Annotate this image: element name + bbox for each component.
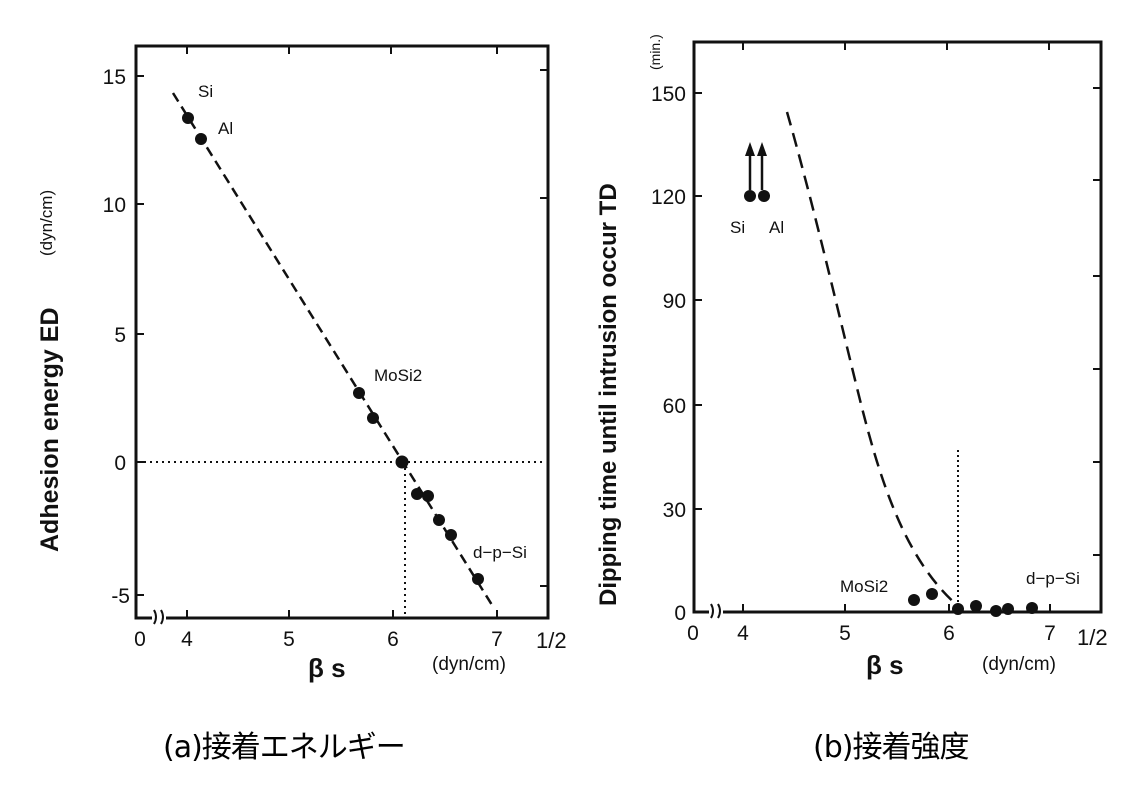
plot-frame-a [134,44,550,620]
x-tick-6-b: 6 [943,622,955,645]
data-points-b [908,588,1038,617]
y-tick-10: 10 [103,194,126,217]
label-al-b: Al [769,218,784,237]
point-si [182,112,194,124]
label-dpsi-b: d−p−Si [1026,569,1080,588]
x-tick-5: 5 [283,628,295,651]
axis-break-b [710,603,721,619]
label-dpsi-a: d−p−Si [473,543,527,562]
x-tick-0: 0 [134,628,146,651]
point-7 [422,490,434,502]
point-mosi2-2 [367,412,379,424]
annotations-b: Si Al MoSi2 d−p−Si [730,218,1080,596]
data-points-a [182,112,484,585]
point-mosi2-1-b [908,594,920,606]
chart-a: 0 4 5 6 7 1/2 15 10 5 0 -5 β s (dyn/cm) … [36,44,567,683]
annotations-a: Si Al MoSi2 d−p−Si [198,82,527,562]
y-tick-0-b: 0 [674,602,686,625]
x-ticks-a [186,46,498,618]
fit-line-a [171,92,494,606]
axis-break-a [153,609,164,625]
y-tick-150: 150 [651,83,686,106]
caption-b: (b)接着強度 [813,730,969,765]
arrowhead-icon [757,142,767,156]
point-6 [411,488,423,500]
point-6-b [1002,603,1014,615]
x-tick-4-b: 4 [737,622,749,645]
label-mosi2-b: MoSi2 [840,577,888,596]
x-unit-exponent-b: 1/2 [1077,625,1108,650]
y-tick-0: 0 [114,452,126,475]
point-4-b [970,600,982,612]
point-crossing [395,455,409,469]
x-axis-unit-a: (dyn/cm) [432,654,506,675]
caption-a: (a)接着エネルギー [163,730,406,765]
point-al-b [758,190,770,202]
y-axis-unit-a: (dyn/cm) [37,190,56,256]
x-axis-label-a: β s [308,653,346,683]
label-si-b: Si [730,218,745,237]
point-mosi2-2-b [926,588,938,600]
label-al-a: Al [218,119,233,138]
x-tick-5-b: 5 [839,622,851,645]
label-si-a: Si [198,82,213,101]
point-dpsi [472,573,484,585]
y-tick-5: 5 [114,324,126,347]
y-ticks-b [694,87,1101,556]
point-dpsi-b [1026,602,1038,614]
x-axis-unit-b: (dyn/cm) [982,654,1056,675]
y-axis-label-b: Dipping time until intrusion occur TD [595,183,622,606]
x-tick-7: 7 [491,628,503,651]
x-tick-7-b: 7 [1044,622,1056,645]
x-ticks-b [742,42,1051,612]
plot-frame-b [692,40,1103,614]
y-ticks-a [136,69,548,596]
x-tick-4: 4 [181,628,193,651]
y-tick-90: 90 [663,290,686,313]
arrowhead-icon [745,142,755,156]
point-5-b [990,605,1002,617]
y-tick-30: 30 [663,499,686,522]
x-tick-labels-a: 0 4 5 6 7 [134,628,503,651]
y-tick-labels-b: 150 120 90 60 30 0 [651,83,686,625]
y-axis-unit-b: (min.) [647,34,663,70]
y-tick-60: 60 [663,395,686,418]
x-unit-exponent-a: 1/2 [536,628,567,653]
y-tick-120: 120 [651,186,686,209]
point-9 [445,529,457,541]
point-si-b [744,190,756,202]
y-axis-label-a: Adhesion energy ED [36,308,64,553]
point-mosi2-1 [353,387,365,399]
x-tick-0-b: 0 [687,622,699,645]
x-tick-labels-b: 0 4 5 6 7 [687,622,1056,645]
y-tick-15: 15 [103,66,126,89]
x-axis-label-b: β s [866,650,904,680]
point-3-b [952,603,964,615]
y-tick-neg5: -5 [111,585,130,608]
trend-curve-b [785,111,959,607]
x-tick-6: 6 [387,628,399,651]
lower-bound-points-b [744,142,770,202]
y-tick-labels-a: 15 10 5 0 -5 [103,66,130,608]
point-al [195,133,207,145]
label-mosi2-a: MoSi2 [374,366,422,385]
chart-b: 0 4 5 6 7 1/2 150 120 90 60 30 0 β s (dy… [595,34,1108,680]
point-8 [433,514,445,526]
